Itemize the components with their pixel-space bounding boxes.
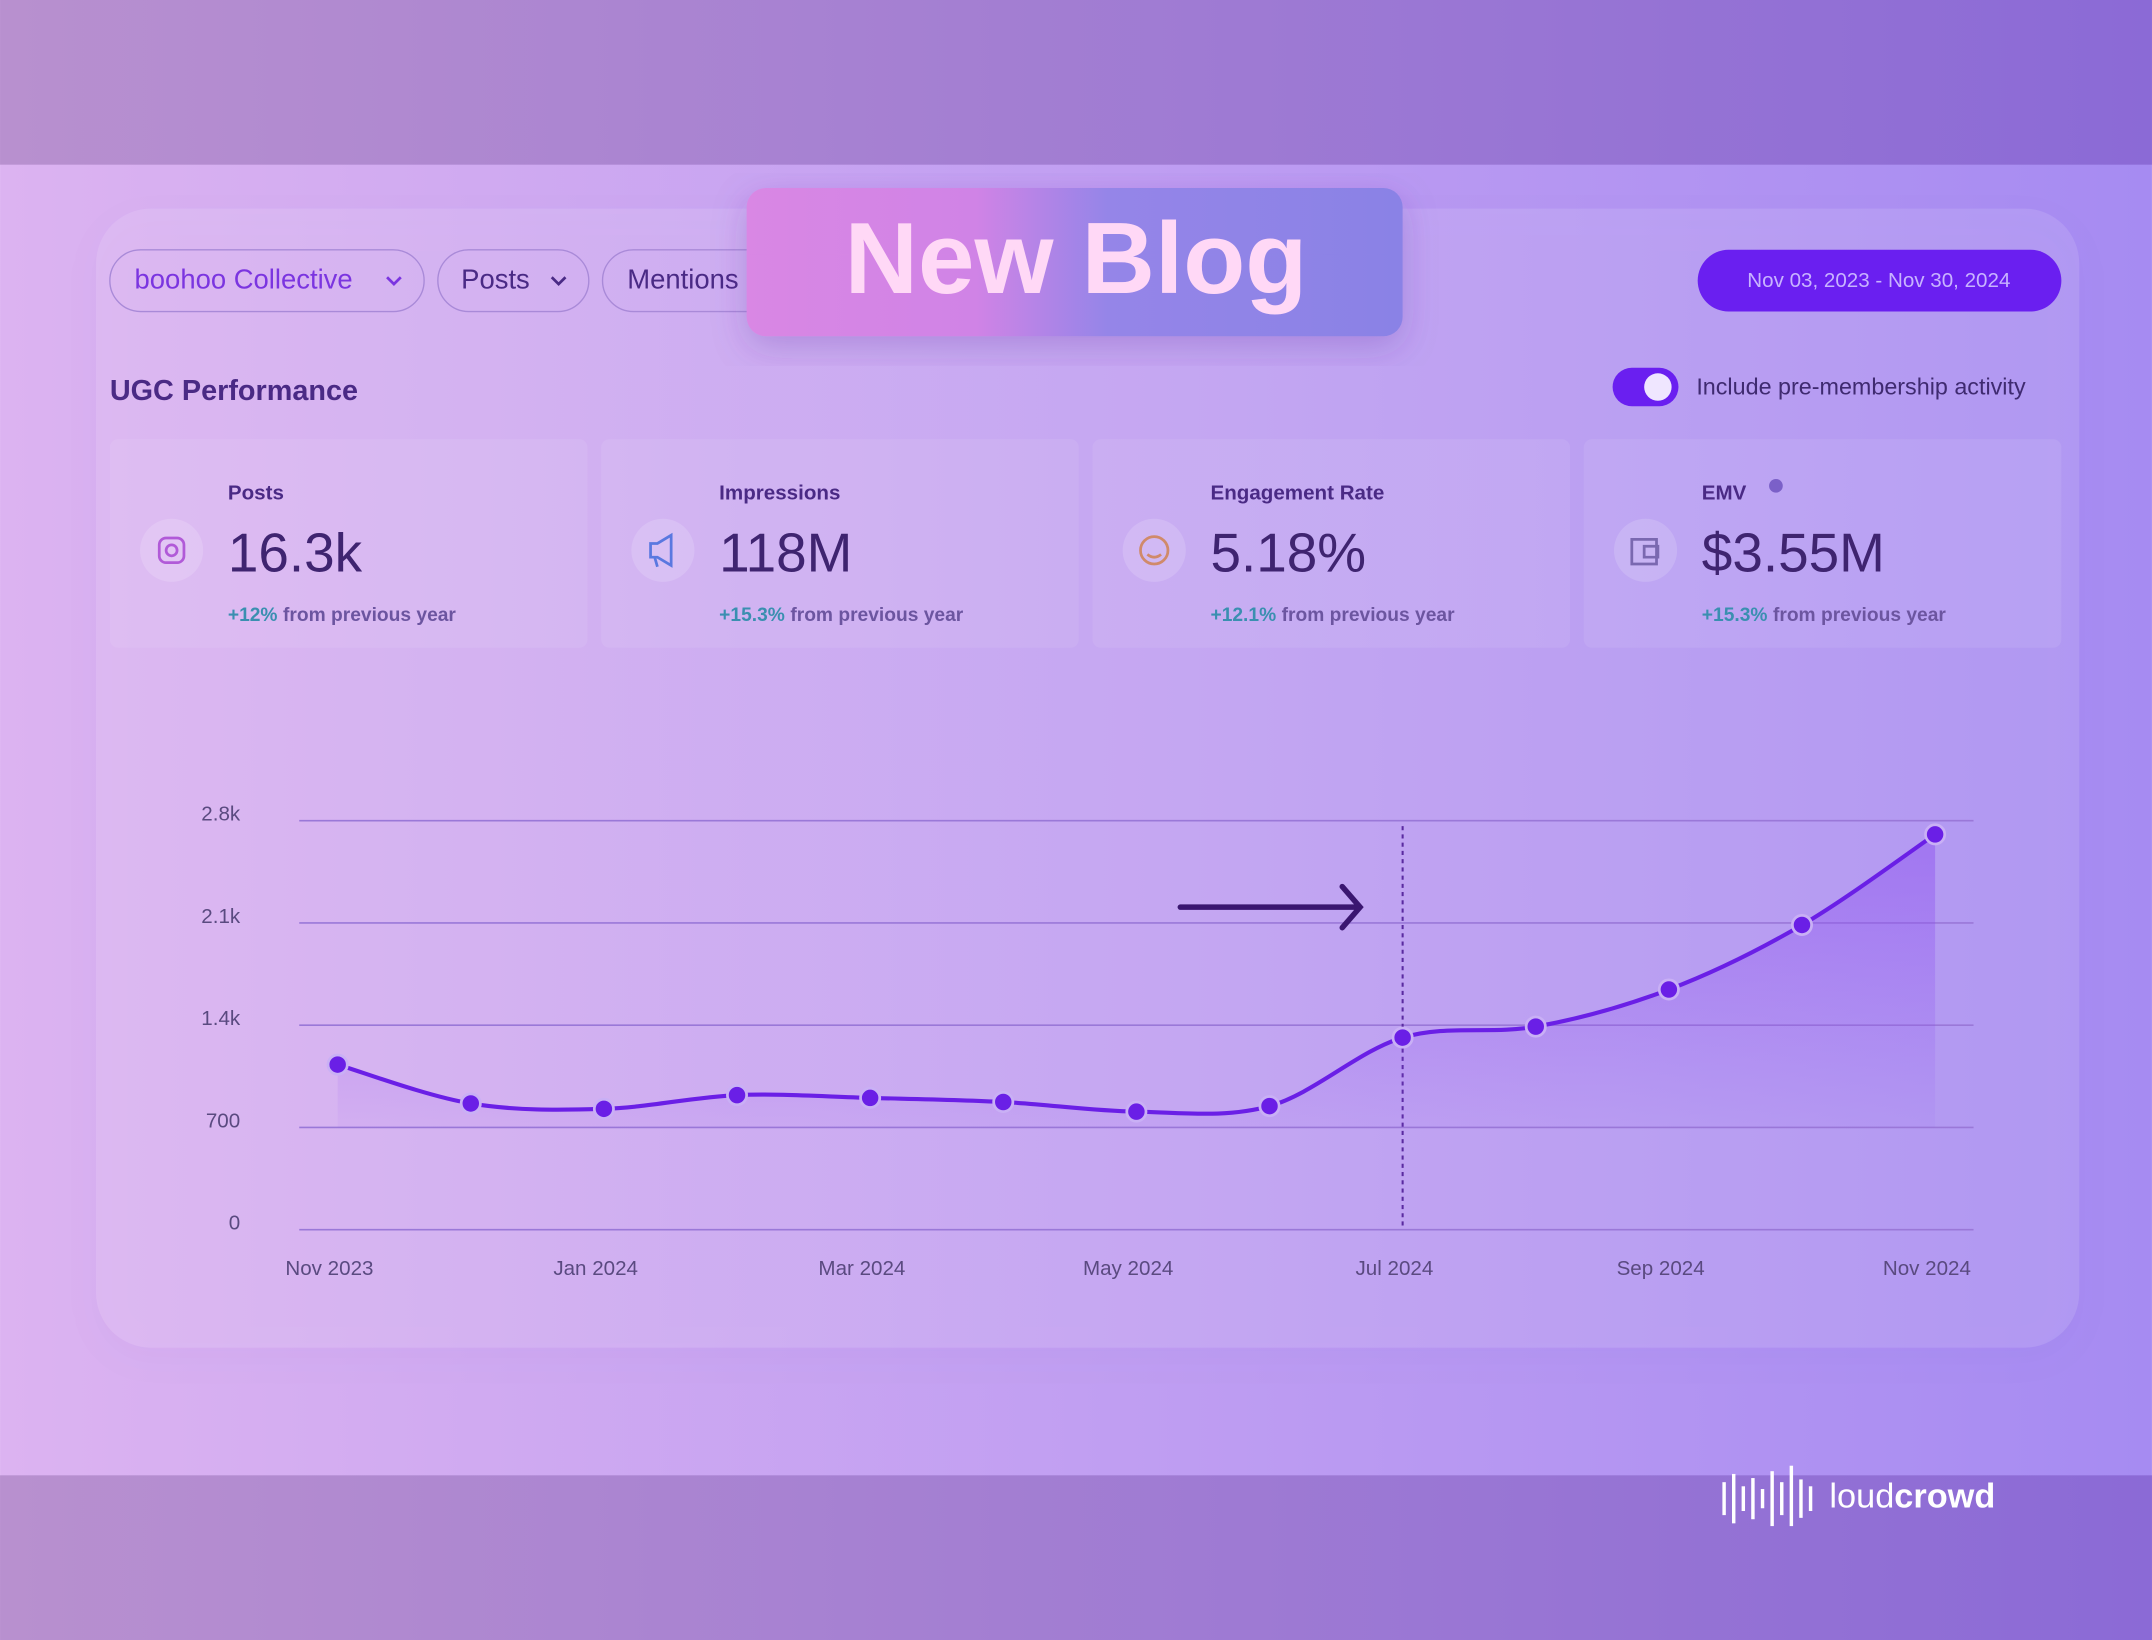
area <box>337 834 1936 1128</box>
icon <box>164 543 179 558</box>
metric-label: Impressions <box>719 481 840 504</box>
icon <box>1630 537 1660 566</box>
filter-label[interactable]: boohoo Collective <box>135 264 353 295</box>
change-value: +12% <box>228 605 278 626</box>
y-tick-label: 0 <box>229 1212 240 1235</box>
point <box>1924 823 1947 846</box>
filter-label[interactable]: Posts <box>461 264 530 295</box>
change-value: +15.3% <box>1702 605 1768 626</box>
point <box>726 1084 748 1107</box>
metric-card <box>1583 439 2062 648</box>
filter-pill[interactable] <box>437 249 590 313</box>
metric-value: $3.55M <box>1702 522 1885 584</box>
section-title: UGC Performance <box>110 375 358 407</box>
point <box>992 1091 1015 1113</box>
brand-icon <box>1722 1465 1813 1527</box>
chevron <box>386 276 402 287</box>
y-tick-label: 2.8k <box>201 803 241 826</box>
metric-change: +15.3% from previous year <box>719 605 964 626</box>
point <box>1657 978 1680 1001</box>
bottom-band <box>0 1475 2152 1640</box>
info-icon <box>1769 478 1783 493</box>
x-tick-label: Jul 2024 <box>1355 1257 1433 1280</box>
metric-card <box>109 439 588 648</box>
date-range[interactable]: Nov 03, 2023 - Nov 30, 2024 <box>1747 269 2010 292</box>
point <box>1791 913 1813 936</box>
arrow <box>1177 883 1364 931</box>
change-note: from previous year <box>1773 605 1946 626</box>
point <box>326 1053 349 1076</box>
metric-icon-bg <box>140 518 204 582</box>
brand-bold: crowd <box>1894 1478 1995 1516</box>
change-note: from previous year <box>790 605 963 626</box>
top-band <box>0 0 2152 165</box>
point <box>1391 1026 1414 1049</box>
metric-icon-bg <box>1122 518 1186 582</box>
x-tick-label: May 2024 <box>1083 1257 1173 1280</box>
x-tick-label: Sep 2024 <box>1617 1257 1705 1280</box>
point <box>1258 1095 1281 1118</box>
toggle-knob <box>1644 373 1672 401</box>
y-tick-label: 700 <box>206 1109 240 1132</box>
metric-value: 16.3k <box>228 522 363 584</box>
metric-label: EMV <box>1702 481 1747 504</box>
metric-change: +12.1% from previous year <box>1210 605 1455 626</box>
y-tick-label: 2.1k <box>201 905 241 928</box>
metric-value: 5.18% <box>1210 522 1366 584</box>
metric-card <box>601 439 1079 648</box>
metric-icon-bg <box>631 518 695 582</box>
date-range-button[interactable] <box>1697 249 2062 312</box>
icon <box>157 536 186 565</box>
change-value: +12.1% <box>1210 605 1276 626</box>
icon <box>649 532 673 568</box>
brand-light: loud <box>1829 1478 1894 1516</box>
metric-value: 118M <box>719 522 852 584</box>
toggle-label: Include pre-membership activity <box>1696 374 2026 400</box>
filter-label[interactable]: Mentions <box>627 264 738 295</box>
metric-change: +12% from previous year <box>228 605 457 626</box>
point <box>1125 1100 1148 1123</box>
filter-pill[interactable] <box>109 249 425 313</box>
point <box>592 1097 615 1120</box>
metric-change: +15.3% from previous year <box>1702 605 1947 626</box>
icon <box>1139 535 1170 566</box>
x-tick-label: Nov 2024 <box>1883 1257 1971 1280</box>
banner <box>746 188 1403 337</box>
change-value: +15.3% <box>719 605 785 626</box>
icon <box>1146 553 1162 559</box>
point <box>1524 1015 1547 1038</box>
chevron <box>550 276 567 287</box>
change-note: from previous year <box>283 605 456 626</box>
chart: 0 700 1.4k 2.1k 2.8k Nov 2023 Jan 2024 Mar 2024… <box>201 803 1974 1280</box>
change-note: from previous year <box>1282 605 1455 626</box>
brand-name: loudcrowd <box>1829 1478 1995 1516</box>
x-tick-label: Nov 2023 <box>285 1257 373 1280</box>
x-tick-label: Mar 2024 <box>818 1257 905 1280</box>
metric-label: Engagement Rate <box>1210 481 1384 504</box>
point <box>459 1092 482 1115</box>
metric-label: Posts <box>228 481 284 504</box>
metric-card <box>1092 439 1571 648</box>
point <box>859 1086 882 1109</box>
y-tick-label: 1.4k <box>201 1007 241 1030</box>
banner-title: New Blog <box>845 201 1308 315</box>
x-tick-label: Jan 2024 <box>553 1257 638 1280</box>
